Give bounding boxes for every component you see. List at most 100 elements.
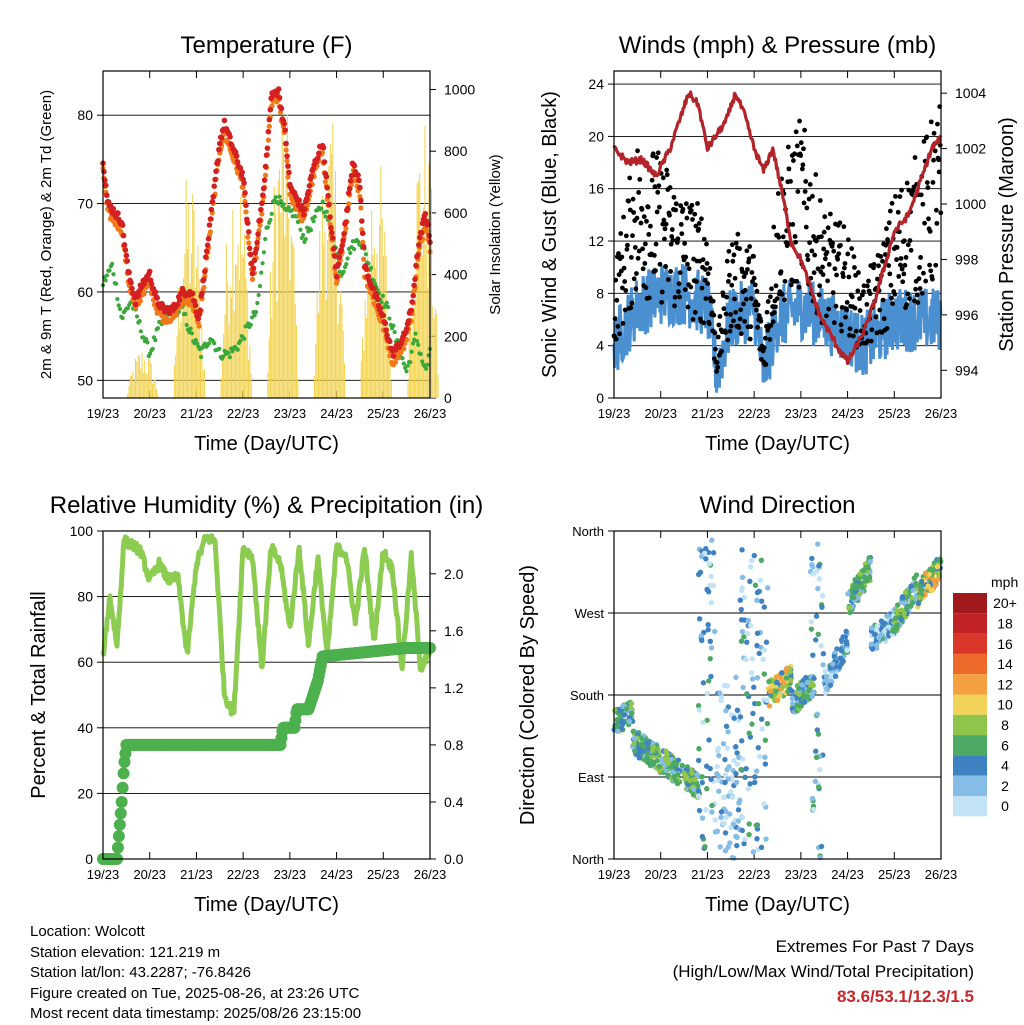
- temp-2m-point: [245, 220, 251, 226]
- y-tick-label: South: [570, 688, 604, 703]
- gust-point: [841, 265, 847, 271]
- gust-point: [714, 360, 720, 365]
- colorbar-label: 10: [997, 697, 1013, 713]
- gust-point: [867, 291, 873, 297]
- direction-point: [707, 638, 713, 645]
- direction-point: [834, 646, 840, 652]
- direction-point: [845, 591, 851, 597]
- temp-2m-point: [276, 94, 283, 101]
- x-tick-label: 19/23: [87, 406, 120, 421]
- temp-9m-point: [404, 337, 410, 343]
- colorbar-label: 16: [997, 636, 1013, 652]
- gust-point: [680, 206, 686, 212]
- gust-point: [877, 307, 883, 313]
- gust-point: [804, 205, 810, 211]
- y2-tick-label: 0: [444, 390, 452, 406]
- direction-point: [699, 779, 705, 786]
- direction-point: [801, 699, 808, 705]
- direction-point: [739, 547, 745, 553]
- direction-point: [895, 602, 901, 608]
- panel-3: Relative Humidity (%) & Precipitation (i…: [28, 492, 483, 916]
- temp-9m-point: [255, 235, 261, 242]
- temp-2m-point: [390, 353, 397, 359]
- gust-point: [869, 327, 875, 333]
- direction-point: [720, 741, 727, 747]
- gust-point: [897, 194, 903, 199]
- direction-point: [820, 650, 827, 657]
- dewpoint-point: [323, 214, 328, 219]
- gust-point: [821, 229, 827, 235]
- gust-point: [741, 301, 746, 307]
- gust-point: [886, 220, 892, 226]
- direction-point: [762, 761, 769, 767]
- direction-point: [763, 836, 769, 842]
- direction-point: [740, 756, 746, 762]
- gust-point: [692, 309, 698, 315]
- temp-2m-point: [358, 218, 365, 224]
- direction-point: [754, 675, 761, 681]
- direction-point: [697, 569, 704, 576]
- direction-point: [922, 570, 929, 576]
- gust-point: [726, 248, 732, 254]
- temp-2m-point: [374, 296, 381, 303]
- direction-point: [803, 674, 809, 681]
- direction-point: [879, 619, 886, 626]
- x-tick-label: 25/23: [878, 867, 911, 882]
- temp-2m-point: [328, 225, 334, 231]
- direction-point: [696, 807, 703, 814]
- dewpoint-point: [423, 366, 429, 371]
- gust-point: [663, 221, 669, 227]
- gust-point: [631, 276, 637, 282]
- gust-point: [866, 278, 871, 284]
- gust-point: [623, 233, 629, 239]
- dewpoint-point: [184, 322, 189, 328]
- dewpoint-point: [217, 346, 222, 351]
- humidity-series: [100, 533, 432, 717]
- gust-point: [634, 215, 640, 221]
- direction-point: [930, 567, 936, 574]
- gust-point: [673, 207, 679, 213]
- gust-point: [799, 166, 805, 172]
- direction-point: [747, 578, 753, 585]
- gust-point: [788, 282, 794, 288]
- y2-tick-label: 1002: [955, 141, 986, 157]
- gust-point: [896, 273, 902, 279]
- direction-point: [739, 587, 745, 594]
- gust-point: [617, 331, 623, 337]
- gust-point: [731, 252, 737, 258]
- y-axis-label: 2m & 9m T (Red, Orange) & 2m Td (Green): [38, 90, 55, 379]
- figure-created: Figure created on Tue, 2025-08-26, at 23…: [30, 984, 360, 1002]
- gust-point: [852, 265, 857, 270]
- gust-point: [826, 262, 832, 267]
- direction-point: [703, 556, 709, 562]
- temp-2m-point: [416, 234, 423, 241]
- gust-point: [924, 134, 930, 140]
- gust-point: [685, 261, 690, 267]
- temp-9m-point: [174, 312, 180, 318]
- direction-point: [741, 840, 747, 847]
- direction-point: [843, 628, 849, 635]
- temp-2m-point: [218, 135, 225, 141]
- gust-point: [779, 291, 785, 297]
- x-tick-label: 21/23: [691, 867, 724, 882]
- gust-point: [927, 228, 933, 234]
- direction-point: [774, 679, 780, 686]
- temp-2m-point: [336, 254, 343, 261]
- gust-point: [669, 234, 675, 239]
- temp-2m-point: [260, 185, 267, 192]
- temp-2m-point: [305, 188, 312, 195]
- gust-point: [881, 316, 887, 322]
- gust-point: [901, 271, 907, 277]
- dewpoint-point: [242, 336, 247, 341]
- direction-point: [695, 788, 702, 794]
- gust-point: [765, 299, 771, 304]
- gust-point: [798, 140, 804, 146]
- gust-point: [653, 241, 659, 247]
- gust-point: [813, 172, 819, 177]
- y-tick-label: 8: [596, 285, 604, 301]
- dewpoint-point: [324, 209, 329, 214]
- dewpoint-point: [420, 359, 425, 364]
- direction-point: [819, 592, 826, 599]
- panel-2: Winds (mph) & Pressure (mb) 19/23 20/23 21/…: [539, 32, 1018, 455]
- dewpoint-point: [408, 360, 413, 365]
